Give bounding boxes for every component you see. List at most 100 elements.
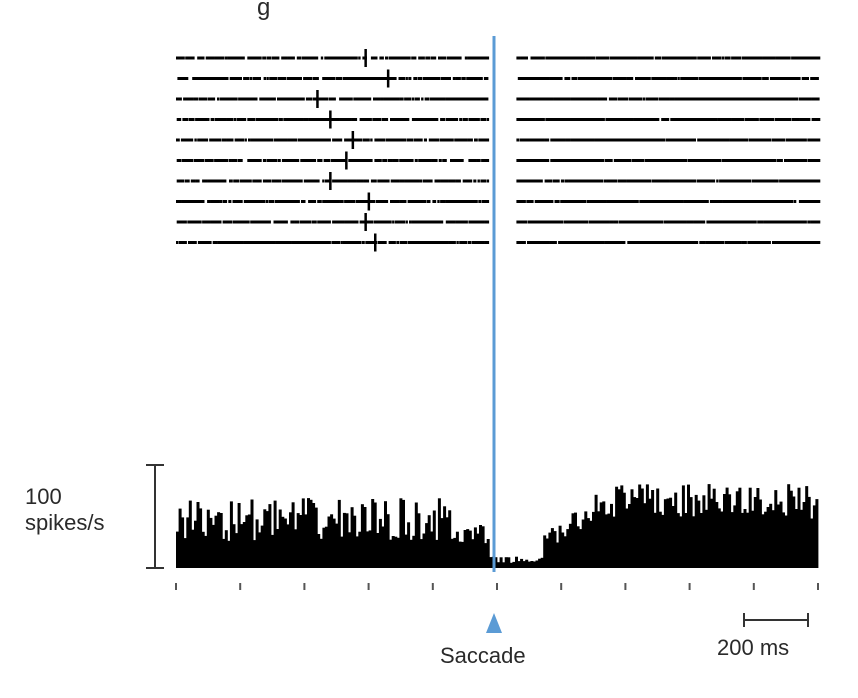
spike-mark [697, 200, 701, 203]
spike-mark [420, 159, 423, 162]
spike-mark [477, 179, 480, 183]
spike-mark [181, 200, 184, 203]
spike-mark [300, 241, 303, 244]
spike-mark [629, 118, 632, 121]
spike-mark [224, 179, 227, 183]
spike-mark [292, 241, 295, 244]
spike-mark [190, 138, 194, 142]
spike-mark [531, 220, 535, 224]
spike-mark [783, 118, 786, 121]
spike-mark [630, 200, 634, 203]
spike-mark [772, 118, 775, 121]
spike-mark [446, 179, 449, 183]
spike-mark [734, 179, 737, 183]
spike-mark [298, 118, 302, 121]
spike-mark [269, 56, 272, 60]
spike-mark [215, 118, 218, 121]
spike-mark [533, 77, 536, 80]
spike-mark [375, 138, 379, 142]
spike-mark [335, 220, 338, 224]
spike-mark [413, 118, 416, 121]
spike-mark [481, 56, 484, 60]
spike-mark [283, 241, 286, 244]
spike-mark [255, 159, 259, 162]
spike-mark [668, 220, 672, 224]
spike-mark [247, 220, 250, 224]
spike-mark [229, 220, 233, 224]
spike-mark [330, 200, 334, 203]
spike-mark [409, 200, 413, 203]
spike-mark [484, 159, 487, 162]
spike-mark [694, 56, 697, 60]
spike-mark [448, 56, 451, 60]
spike-mark [229, 159, 232, 162]
spike-mark [281, 56, 285, 60]
spike-mark [734, 97, 737, 101]
spike-mark [224, 118, 227, 121]
spike-mark [741, 200, 744, 203]
trial-event-marker [329, 110, 332, 129]
spike-mark [322, 118, 325, 121]
spike-mark [287, 200, 290, 203]
spike-mark [659, 97, 662, 101]
spike-mark [262, 241, 265, 244]
spike-mark [363, 77, 367, 80]
spike-mark [285, 138, 288, 142]
spike-mark [451, 118, 454, 121]
spike-mark [566, 159, 569, 162]
spike-mark [188, 241, 192, 244]
spike-mark [300, 179, 303, 183]
spike-mark [541, 220, 544, 224]
spike-mark [213, 200, 216, 203]
spike-mark [527, 179, 530, 183]
spike-mark [326, 118, 329, 121]
spike-mark [690, 200, 694, 203]
spike-mark [202, 179, 205, 183]
spike-mark [483, 97, 487, 101]
spike-mark [528, 159, 531, 162]
spike-mark [367, 77, 370, 80]
spike-mark [808, 159, 812, 162]
spike-mark [732, 56, 735, 60]
spike-mark [473, 200, 476, 203]
spike-mark [591, 179, 594, 183]
spike-mark [418, 56, 422, 60]
spike-mark [673, 138, 676, 142]
spike-mark [185, 77, 189, 80]
spike-mark [359, 138, 362, 142]
spike-mark [727, 118, 730, 121]
spike-mark [260, 220, 264, 224]
spike-mark [530, 56, 533, 60]
spike-mark [422, 200, 425, 203]
spike-mark [419, 241, 422, 244]
spike-mark [292, 220, 295, 224]
spike-mark [814, 56, 817, 60]
spike-mark [380, 179, 383, 183]
spike-mark [259, 179, 262, 183]
spike-mark [471, 200, 474, 203]
spike-mark [394, 179, 397, 183]
spike-mark [559, 118, 562, 121]
spike-mark [516, 159, 519, 162]
spike-mark [623, 56, 627, 60]
spike-mark [544, 220, 547, 224]
spike-mark [308, 77, 311, 80]
spike-mark [625, 138, 629, 142]
spike-mark [606, 118, 609, 121]
spike-mark [302, 241, 305, 244]
spike-mark [801, 159, 805, 162]
spike-mark [761, 138, 764, 142]
spike-mark [685, 118, 688, 121]
spike-mark [668, 56, 672, 60]
spike-mark [325, 138, 328, 142]
spike-mark [625, 97, 629, 101]
spike-mark [734, 159, 737, 162]
trial-event-marker [364, 49, 367, 67]
spike-mark [328, 138, 331, 142]
spike-mark [666, 56, 669, 60]
spike-mark [534, 138, 537, 142]
spike-mark [425, 241, 428, 244]
spike-mark [729, 118, 732, 121]
spike-mark [344, 138, 347, 142]
spike-mark [279, 77, 283, 80]
